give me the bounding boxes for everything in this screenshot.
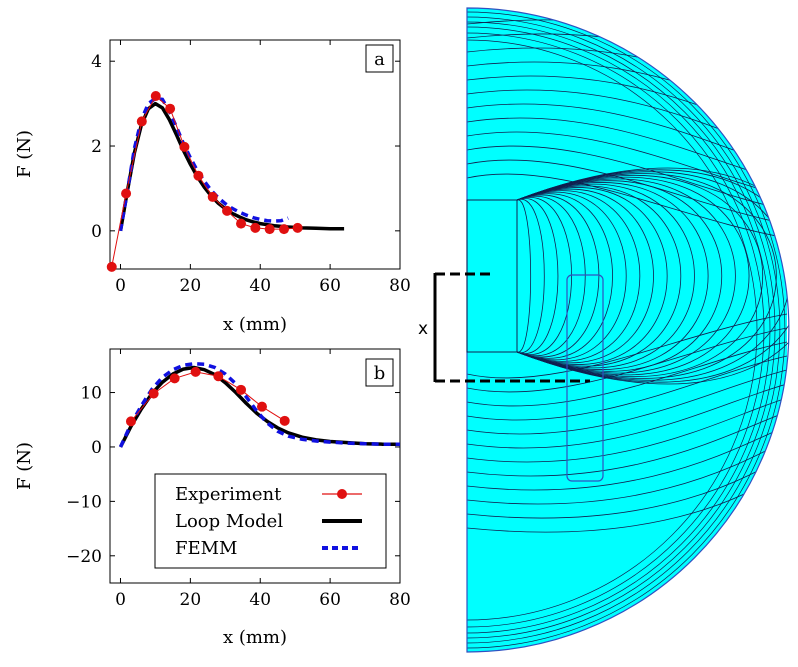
panel-b-data-point — [279, 415, 290, 426]
panel-a-data-point — [207, 191, 218, 202]
flux-line — [516, 180, 722, 372]
panel-b-chart: 0 20 40 60 80 −20 −10 0 10 b x (mm) F (N) Experi… — [14, 348, 411, 648]
panel-a-data-point — [193, 170, 204, 181]
panel-b-data-point — [256, 401, 267, 412]
panel-b-ylabel: F (N) — [14, 442, 35, 490]
panel-b-data-point — [169, 373, 180, 384]
moving-body-outline — [566, 274, 604, 482]
flux-line-upper — [467, 159, 788, 225]
flux-line — [516, 167, 789, 385]
flux-line — [516, 183, 695, 369]
panel-b-xtick-label: 60 — [319, 590, 341, 610]
flux-line — [516, 199, 531, 353]
panel-a-label: a — [374, 49, 385, 70]
panel-a-xlabel: x (mm) — [223, 314, 287, 335]
flux-line — [516, 185, 682, 367]
panel-b-ytick-label: −20 — [66, 547, 102, 567]
panel-b-xlabel: x (mm) — [223, 627, 287, 648]
panel-b-xtick-label: 0 — [115, 590, 126, 610]
panel-a-label-box — [365, 44, 394, 73]
panel-a-plot-area — [109, 39, 401, 270]
panel-a-data-point — [250, 222, 261, 233]
field-boundary — [466, 7, 790, 653]
flux-line — [516, 188, 654, 364]
flux-line — [516, 194, 600, 358]
flux-line — [516, 176, 750, 376]
flux-line — [516, 169, 789, 383]
panel-a-data-point — [236, 218, 247, 229]
panel-a-xtick-label: 80 — [389, 276, 411, 296]
panel-b-data-point — [236, 384, 247, 395]
panel-a-ytick-label: 4 — [91, 52, 102, 72]
legend-entry-loop-model: Loop Model — [175, 511, 283, 532]
dimension-label: x — [418, 319, 428, 339]
flux-line-upper — [467, 145, 788, 211]
magnet-outline — [466, 199, 518, 353]
flux-line — [516, 182, 709, 370]
panel-b-ytick-label: 10 — [80, 384, 102, 404]
panel-a-xtick-label: 20 — [180, 276, 202, 296]
flux-line-upper — [467, 131, 788, 197]
legend: Experiment Loop Model FEMM — [154, 473, 387, 569]
panel-a-data-point — [179, 141, 190, 152]
legend-entry-experiment: Experiment — [175, 484, 282, 505]
field-map-image: x — [418, 7, 790, 653]
flux-line — [516, 173, 777, 379]
flux-line-lower — [467, 383, 788, 449]
panel-a-data-point — [222, 205, 233, 216]
legend-marker-experiment — [337, 489, 347, 499]
panel-a-data-point — [292, 222, 303, 233]
panel-a-ytick-label: 0 — [91, 222, 102, 242]
panel-b-label: b — [374, 363, 386, 384]
panel-a-data-point — [136, 116, 147, 127]
panel-b-label-box — [365, 358, 394, 387]
flux-line-lower — [467, 411, 788, 477]
flux-line — [516, 193, 613, 359]
panel-b-xtick-label: 40 — [249, 590, 271, 610]
panel-a-data-point — [150, 90, 161, 101]
flux-line-upper — [467, 173, 788, 239]
flux-line-lower — [467, 425, 788, 491]
panel-b-plot-area — [109, 348, 401, 584]
flux-line-lower — [467, 313, 788, 379]
panel-a-xtick-label: 40 — [249, 276, 271, 296]
panel-a-data-point — [106, 261, 117, 272]
panel-b-ytick-label: 0 — [91, 438, 102, 458]
panel-a-data-point — [279, 224, 289, 235]
panel-a-ytick-label: 2 — [91, 137, 102, 157]
flux-line — [516, 187, 668, 365]
legend-entry-femm: FEMM — [175, 538, 238, 559]
flux-line — [516, 175, 764, 377]
flux-line — [516, 190, 641, 362]
flux-line-lower — [467, 327, 788, 393]
panel-b-series-loop-model — [118, 365, 400, 448]
field-heat-region — [467, 95, 587, 445]
flux-line-lower — [467, 397, 788, 463]
panel-a-ylabel: F (N) — [14, 130, 35, 178]
panel-b-xtick-label: 20 — [180, 590, 202, 610]
panel-a-data-point — [264, 224, 275, 235]
panel-b-xtick-label: 80 — [389, 590, 411, 610]
panel-a-data-point — [165, 103, 176, 114]
dimension-marker: x — [418, 272, 590, 383]
outer-rings — [467, 11, 786, 649]
flux-line-lower — [467, 355, 788, 421]
panel-a-series-loop-model — [118, 101, 345, 232]
panel-a-chart: 0 20 40 60 80 0 2 4 a x (mm) F (N) — [14, 39, 411, 335]
flux-line — [516, 191, 627, 361]
flux-line-lower — [467, 341, 788, 407]
panel-a-data-point — [121, 188, 132, 199]
flux-line — [516, 171, 789, 381]
flux-line-lower — [467, 369, 788, 435]
panel-a-xtick-label: 0 — [115, 276, 126, 296]
panel-b-data-point — [190, 366, 201, 377]
panel-b-data-point — [213, 371, 224, 382]
flux-line — [516, 199, 545, 353]
panel-b-ytick-label: −10 — [66, 492, 102, 512]
flux-line — [516, 196, 586, 356]
panel-b-data-point — [148, 388, 159, 399]
panel-b-data-point — [125, 416, 136, 427]
panel-a-xtick-label: 60 — [319, 276, 341, 296]
